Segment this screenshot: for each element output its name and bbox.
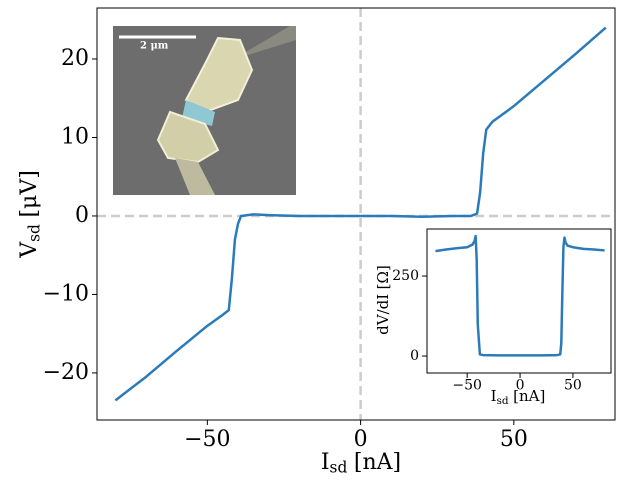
- label-subscript: sd: [497, 395, 509, 407]
- x-tick-label: −50: [184, 427, 230, 452]
- y-axis-label: Vsd [μV]: [17, 170, 44, 259]
- label-symbol: I: [321, 450, 330, 475]
- label-symbol: dV/dI: [374, 294, 392, 335]
- sem-image: 2 μm: [113, 26, 296, 195]
- inset-y-axis-label: dV/dI [Ω]: [374, 265, 392, 335]
- inset-x-axis-label: Isd [nA]: [491, 387, 546, 407]
- axes-frame: [96, 7, 616, 421]
- label-unit: [μV]: [17, 170, 42, 217]
- y-tick-label: 250: [392, 268, 419, 284]
- x-tick-label: 0: [354, 427, 368, 452]
- label-unit: [Ω]: [374, 265, 392, 289]
- x-tick-label: 0: [516, 378, 525, 394]
- scale-bar-label: 2 μm: [140, 41, 169, 52]
- y-tick-label: 0: [75, 203, 89, 228]
- label-unit: [nA]: [354, 450, 401, 475]
- data-line: [114, 26, 607, 402]
- x-tick-label: −50: [452, 378, 482, 394]
- label-subscript: sd: [26, 224, 44, 242]
- x-axis-label: Isd [nA]: [321, 450, 401, 477]
- inset-background: [427, 229, 611, 373]
- y-tick-label: −20: [43, 360, 89, 385]
- label-subscript: sd: [330, 459, 348, 477]
- data-line: [435, 234, 605, 357]
- y-tick-label: 10: [61, 124, 89, 149]
- y-tick-label: −10: [43, 281, 89, 306]
- x-tick-label: 50: [500, 427, 528, 452]
- label-symbol: I: [491, 387, 497, 405]
- label-symbol: V: [17, 241, 42, 259]
- axes-frame: [426, 228, 612, 374]
- y-tick-label: 0: [410, 348, 419, 364]
- label-unit: [nA]: [513, 387, 545, 405]
- x-tick-label: 50: [564, 378, 582, 394]
- y-tick-label: 20: [61, 46, 89, 71]
